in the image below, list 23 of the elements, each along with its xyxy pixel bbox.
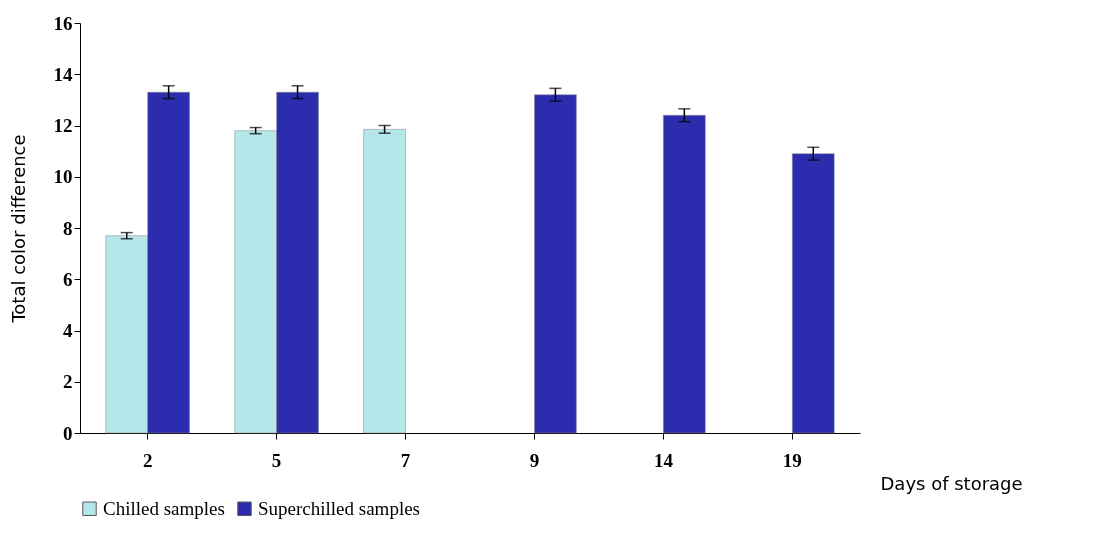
y-tick-label: 12: [53, 115, 73, 136]
x-axis-title: Days of storage: [880, 472, 1023, 494]
x-tick-label: 5: [271, 449, 282, 471]
x-tick-label: 7: [400, 449, 411, 471]
x-tick-label: 9: [529, 449, 540, 471]
y-tick-label: 2: [63, 371, 73, 393]
y-axis-title: Total color difference: [7, 134, 29, 324]
y-tick-label: 10: [53, 166, 73, 188]
bar: [363, 129, 406, 434]
y-tick-label: 16: [53, 12, 73, 34]
bar: [534, 94, 577, 434]
y-tick-label: 4: [63, 320, 73, 341]
y-tick-label: 0: [63, 422, 73, 444]
y-tick-label: 8: [63, 217, 73, 239]
bar: [663, 115, 706, 434]
x-tick-label: 19: [782, 449, 802, 471]
legend-label: Chilled samples: [103, 497, 225, 519]
x-tick-label: 2: [142, 449, 153, 471]
x-tick-label: 14: [653, 449, 674, 471]
y-tick-label: 6: [63, 268, 73, 290]
legend-label: Superchilled samples: [258, 497, 420, 519]
bar: [792, 153, 835, 434]
y-tick-label: 14: [53, 63, 73, 85]
